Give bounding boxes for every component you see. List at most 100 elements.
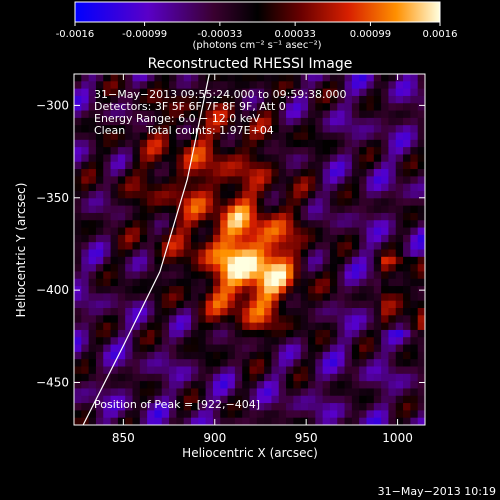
heatmap-cell [403, 366, 411, 375]
heatmap-cell [227, 417, 236, 425]
heatmap-cell [308, 183, 316, 192]
heatmap-cell [329, 154, 338, 163]
heatmap-cell [117, 359, 126, 367]
heatmap-cell [315, 381, 324, 389]
heatmap-cell [95, 117, 104, 126]
heatmap-cell [234, 373, 243, 382]
heatmap-cell [366, 183, 375, 192]
heatmap-cell [147, 139, 155, 148]
heatmap-cell [337, 198, 345, 207]
heatmap-cell [308, 373, 316, 382]
heatmap-cell [395, 373, 404, 382]
heatmap-cell [183, 278, 192, 287]
heatmap-cell [249, 74, 258, 82]
heatmap-cell [329, 308, 338, 316]
heatmap-cell [227, 278, 236, 287]
heatmap-cell [308, 147, 316, 155]
heatmap-cell [337, 103, 345, 111]
heatmap-cell [191, 161, 199, 170]
heatmap-cell [373, 183, 382, 192]
heatmap-cell [205, 344, 214, 353]
heatmap-cell [256, 183, 265, 192]
heatmap-cell [271, 176, 280, 185]
heatmap-cell [74, 212, 82, 221]
heatmap-cell [227, 264, 236, 272]
heatmap-cell [103, 110, 111, 119]
heatmap-cell [161, 183, 170, 192]
heatmap-cell [359, 322, 367, 331]
heatmap-cell [242, 169, 250, 177]
heatmap-cell [81, 278, 90, 287]
heatmap-cell [264, 417, 272, 425]
heatmap-cell [74, 308, 82, 316]
heatmap-cell [161, 366, 170, 375]
heatmap-cell [308, 351, 316, 360]
heatmap-cell [88, 242, 97, 250]
heatmap-cell [278, 278, 287, 287]
heatmap-cell [125, 256, 133, 265]
heatmap-cell [242, 271, 250, 280]
heatmap-cell [139, 322, 148, 331]
heatmap-cell [264, 125, 272, 133]
heatmap-cell [81, 220, 90, 228]
heatmap-cell [315, 388, 324, 397]
heatmap-cell [234, 403, 243, 411]
heatmap-cell [308, 286, 316, 294]
heatmap-cell [117, 234, 126, 243]
heatmap-cell [110, 95, 119, 104]
heatmap-cell [125, 147, 133, 155]
heatmap-cell [147, 417, 155, 425]
heatmap-cell [242, 351, 250, 360]
heatmap-cell [103, 264, 111, 272]
x-axis-label: Heliocentric X (arcsec) [182, 446, 318, 460]
heatmap-cell [300, 183, 309, 192]
heatmap-cell [103, 147, 111, 155]
heatmap-cell [344, 359, 353, 367]
heatmap-cell [191, 286, 199, 294]
heatmap-cell [417, 359, 425, 367]
heatmap-cell [198, 271, 207, 280]
heatmap-cell [234, 198, 243, 207]
heatmap-cell [125, 286, 133, 294]
heatmap-cell [103, 139, 111, 148]
heatmap-cell [154, 110, 163, 119]
heatmap-cell [191, 125, 199, 133]
heatmap-cell [132, 381, 141, 389]
heatmap-cell [329, 388, 338, 397]
heatmap-cell [256, 344, 265, 353]
heatmap-cell [256, 395, 265, 404]
heatmap-cell [381, 359, 389, 367]
heatmap-cell [388, 139, 397, 148]
heatmap-cell [103, 81, 111, 90]
heatmap-cell [410, 220, 419, 228]
heatmap-cell [278, 139, 287, 148]
heatmap-cell [154, 176, 163, 185]
heatmap-cell [147, 351, 155, 360]
heatmap-cell [366, 417, 375, 425]
heatmap-cell [293, 242, 302, 250]
heatmap-cell [337, 300, 345, 309]
heatmap-cell [125, 227, 133, 236]
heatmap-cell [293, 88, 302, 97]
heatmap-cell [278, 110, 287, 119]
heatmap-cell [300, 132, 309, 141]
heatmap-cell [220, 308, 228, 316]
heatmap-cell [329, 286, 338, 294]
heatmap-cell [234, 293, 243, 302]
heatmap-cell [300, 234, 309, 243]
heatmap-cell [359, 139, 367, 148]
heatmap-cell [351, 395, 360, 404]
heatmap-cell [242, 234, 250, 243]
heatmap-cell [81, 154, 90, 163]
heatmap-cell [308, 125, 316, 133]
heatmap-cell [249, 227, 258, 236]
heatmap-cell [329, 95, 338, 104]
heatmap-cell [183, 242, 192, 250]
heatmap-cell [329, 381, 338, 389]
heatmap-cell [81, 344, 90, 353]
heatmap-cell [308, 329, 316, 338]
heatmap-cell [315, 359, 324, 367]
heatmap-cell [264, 176, 272, 185]
heatmap-cell [169, 154, 177, 163]
